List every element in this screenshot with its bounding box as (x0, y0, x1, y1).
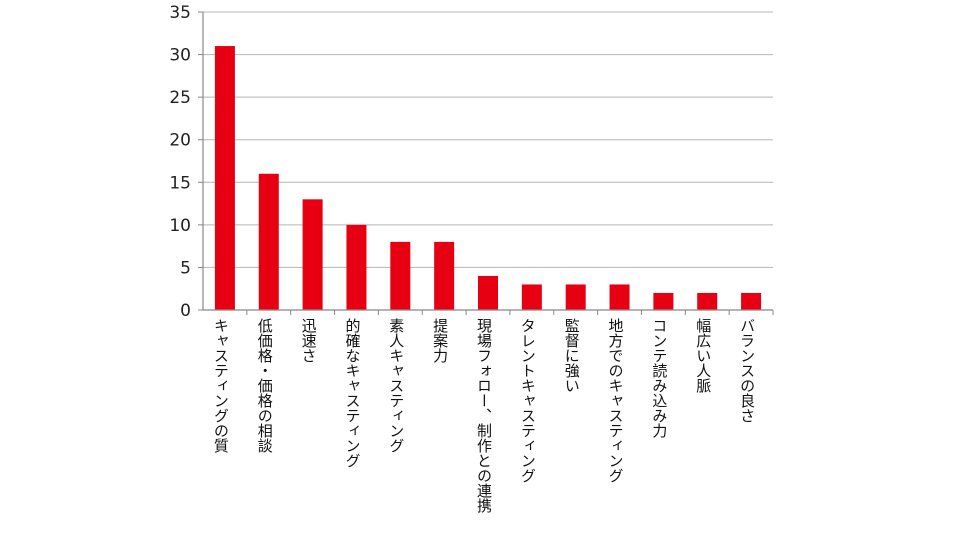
x-tick-label: キャスティングの質 (211, 318, 243, 453)
x-tick-label: 提案力 (431, 318, 462, 363)
x-tick-label: 監督に強い (562, 318, 594, 393)
x-tick-label: 的確なキャスティング (343, 318, 374, 468)
y-tick-label: 0 (180, 301, 191, 321)
y-tick-label: 35 (169, 3, 191, 23)
x-tick-label: バランスの良さ (738, 318, 769, 423)
bar (697, 292, 718, 310)
x-tick-label-text: 迅速さ (299, 318, 318, 363)
y-tick-label: 15 (169, 173, 191, 193)
x-tick-label-text: キャスティングの質 (211, 318, 230, 453)
x-tick-label-text: 提案力 (431, 318, 450, 363)
y-tick-label: 10 (169, 216, 191, 236)
x-tick-label-text: バランスの良さ (738, 318, 757, 423)
y-tick-label: 20 (169, 131, 191, 151)
y-tick-label: 25 (169, 88, 191, 108)
x-tick-label: タレントキャスティング (518, 318, 550, 483)
x-axis-ticks (246, 310, 774, 315)
bar (434, 241, 455, 310)
bar (521, 284, 542, 310)
bar (478, 275, 498, 310)
x-tick-label: 幅広い人脈 (694, 318, 725, 393)
x-tick-label: 素人キャスティング (387, 318, 418, 453)
bar (346, 224, 367, 310)
x-tick-label-text: タレントキャスティング (518, 318, 537, 483)
x-tick-label: 低価格・価格の相談 (255, 318, 287, 453)
x-tick-label-text: 監督に強い (562, 318, 581, 393)
bar (653, 292, 674, 310)
bar (741, 292, 762, 310)
x-tick-label: コンテ読み込み力 (650, 318, 681, 438)
bar (390, 241, 411, 310)
bar (302, 199, 323, 310)
bar (609, 284, 630, 310)
x-tick-label-text: 的確なキャスティング (343, 318, 362, 468)
y-axis-ticks: 0 5 10 15 20 25 30 35 (169, 3, 203, 321)
x-tick-label-text: 地方でのキャスティング (606, 318, 625, 483)
x-tick-label-text: コンテ読み込み力 (650, 318, 669, 438)
x-tick-label: 地方でのキャスティング (606, 318, 638, 483)
bars (214, 46, 762, 311)
x-tick-label-text: 幅広い人脈 (694, 318, 713, 393)
x-tick-label-text: 低価格・価格の相談 (255, 318, 274, 453)
x-tick-label-text: 現場フォロー、制作との連携 (475, 318, 493, 513)
x-tick-label: 迅速さ (299, 318, 331, 363)
gridlines (203, 11, 773, 268)
y-tick-label: 5 (180, 258, 191, 278)
bar (565, 284, 586, 310)
x-tick-label: 現場フォロー、制作との連携 (475, 318, 506, 513)
y-tick-label: 30 (169, 46, 191, 66)
x-tick-label-text: 素人キャスティング (387, 318, 406, 453)
bar (258, 173, 279, 310)
bar (214, 46, 235, 311)
